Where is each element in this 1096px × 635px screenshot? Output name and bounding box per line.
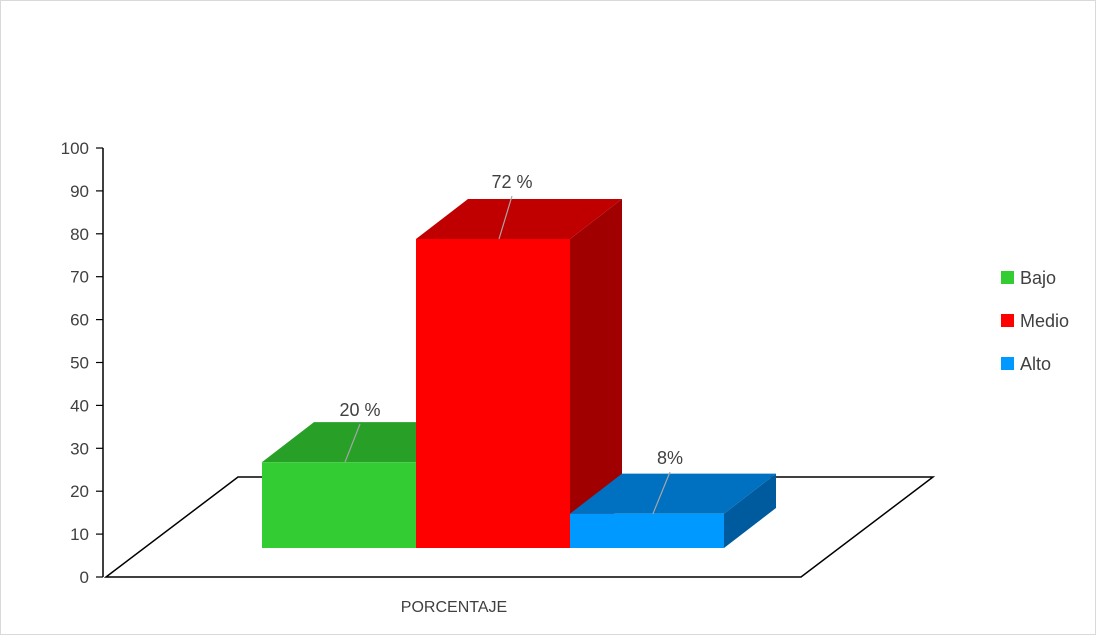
- y-tick-label: 90: [70, 182, 89, 201]
- bars: [262, 199, 776, 548]
- legend-item-bajo: Bajo: [1001, 268, 1056, 288]
- y-tick-label: 10: [70, 525, 89, 544]
- legend-swatch: [1001, 271, 1014, 284]
- legend: Bajo Medio Alto: [1001, 268, 1069, 374]
- bar-front-face: [570, 513, 724, 548]
- legend-item-alto: Alto: [1001, 354, 1051, 374]
- data-labels: 20 % 72 % 8%: [339, 172, 683, 514]
- leader-line: [498, 195, 513, 240]
- legend-label: Bajo: [1020, 268, 1056, 288]
- y-tick-label: 60: [70, 311, 89, 330]
- legend-label: Alto: [1020, 354, 1051, 374]
- bar-alto: [570, 473, 776, 548]
- legend-swatch: [1001, 314, 1014, 327]
- y-tick-label: 50: [70, 354, 89, 373]
- bar-side-face: [570, 199, 622, 548]
- y-tick-label: 30: [70, 439, 89, 458]
- bar-front-face: [416, 239, 570, 548]
- data-label-alto: 8%: [657, 448, 683, 468]
- leader-line: [652, 471, 671, 514]
- x-axis: PORCENTAJE: [401, 599, 507, 616]
- legend-item-medio: Medio: [1001, 311, 1069, 331]
- bar-top-face: [570, 473, 776, 514]
- y-tick-label: 70: [70, 268, 89, 287]
- y-axis: 0 10 20 30 40 50 60 70 80 90 100: [61, 139, 104, 587]
- y-tick-label: 40: [70, 396, 89, 415]
- data-label-medio: 72 %: [491, 172, 532, 192]
- x-category-label: PORCENTAJE: [401, 599, 507, 616]
- y-tick-label: 80: [70, 225, 89, 244]
- y-tick-label: 0: [80, 568, 89, 587]
- bar-medio: [416, 199, 622, 548]
- legend-label: Medio: [1020, 311, 1069, 331]
- y-tick-label: 20: [70, 482, 89, 501]
- bar-top-face: [416, 199, 622, 239]
- leader-line: [344, 423, 361, 463]
- bar-front-face: [262, 462, 416, 548]
- y-tick-label: 100: [61, 139, 89, 158]
- legend-swatch: [1001, 357, 1014, 370]
- bar-side-face: [724, 473, 776, 548]
- data-label-bajo: 20 %: [339, 400, 380, 420]
